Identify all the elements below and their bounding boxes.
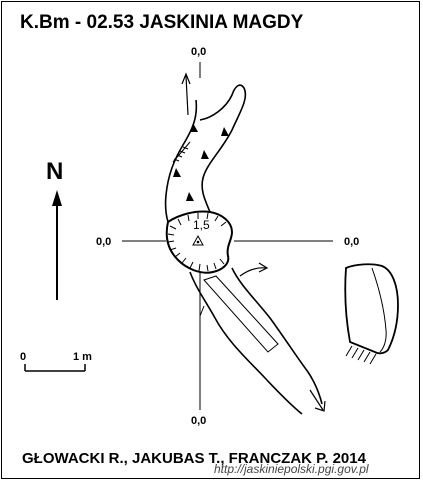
rock-block-outline: [203, 275, 279, 353]
scale-start-label: 0: [20, 351, 27, 363]
coordinate-axes: [122, 62, 333, 410]
cross-section-outline: [344, 263, 399, 355]
side-passage-arrow: [239, 262, 269, 277]
scale-bar: [24, 364, 86, 372]
coordinate-left: 0,0: [96, 236, 112, 248]
scale-end-label: 1 m: [73, 351, 92, 363]
cross-section-inner-line: [371, 267, 387, 353]
coordinate-top: 0,0: [191, 46, 207, 58]
survey-station-icon: [192, 234, 204, 246]
authors-credit: GŁOWACKI R., JAKUBAS T., FRANCZAK P. 201…: [22, 450, 366, 467]
coordinate-right: 0,0: [344, 236, 360, 248]
axis-tick: [199, 305, 205, 317]
lower-passage-outline: [189, 267, 323, 415]
slope-markers: [173, 123, 229, 201]
chamber-hachures: [167, 212, 227, 272]
north-arrow: [52, 190, 62, 300]
map-title: K.Bm - 02.53 JASKINIA MAGDY: [20, 12, 304, 33]
depth-label: 1,5: [193, 218, 210, 232]
ledge-hachure-upper: [172, 141, 191, 163]
lower-exit-arrow: [309, 389, 326, 412]
coordinate-bottom: 0,0: [191, 415, 207, 427]
upper-entrance-arrow: [181, 72, 191, 116]
north-label: N: [46, 158, 64, 185]
source-url: http://jaskiniepolski.pgi.gov.pl: [214, 462, 369, 476]
upper-passage-outline: [164, 84, 247, 223]
cross-section-hachures: [345, 345, 377, 365]
chamber-outline: [165, 210, 234, 274]
